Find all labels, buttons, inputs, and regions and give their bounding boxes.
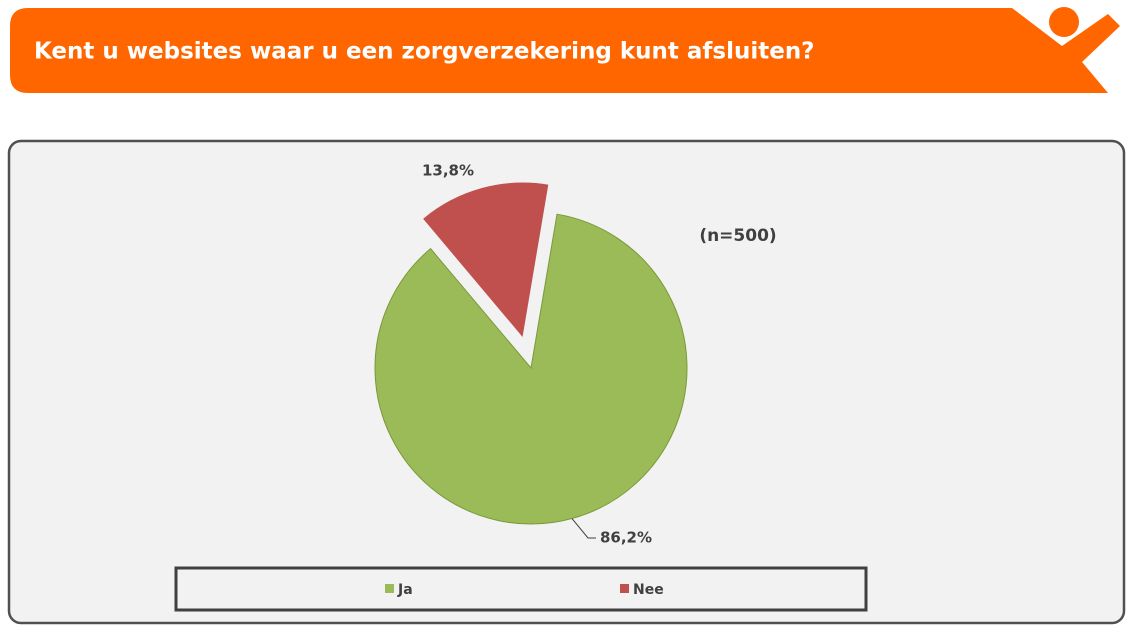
legend-swatch [620,584,629,593]
leader-line [571,518,596,539]
pie-slice [421,181,550,340]
chart-title: Kent u websites waar u een zorgverzekeri… [34,39,815,65]
legend-swatch [385,584,394,593]
logo-head [1049,7,1079,37]
header-band [10,8,1120,93]
data-label: 13,8% [422,162,474,180]
pie-slice [374,213,688,525]
legend-label: Ja [397,582,413,598]
sample-size: (n=500) [699,226,776,246]
legend-label: Nee [633,582,664,598]
data-label: 86,2% [600,529,652,547]
legend-box [174,566,868,612]
